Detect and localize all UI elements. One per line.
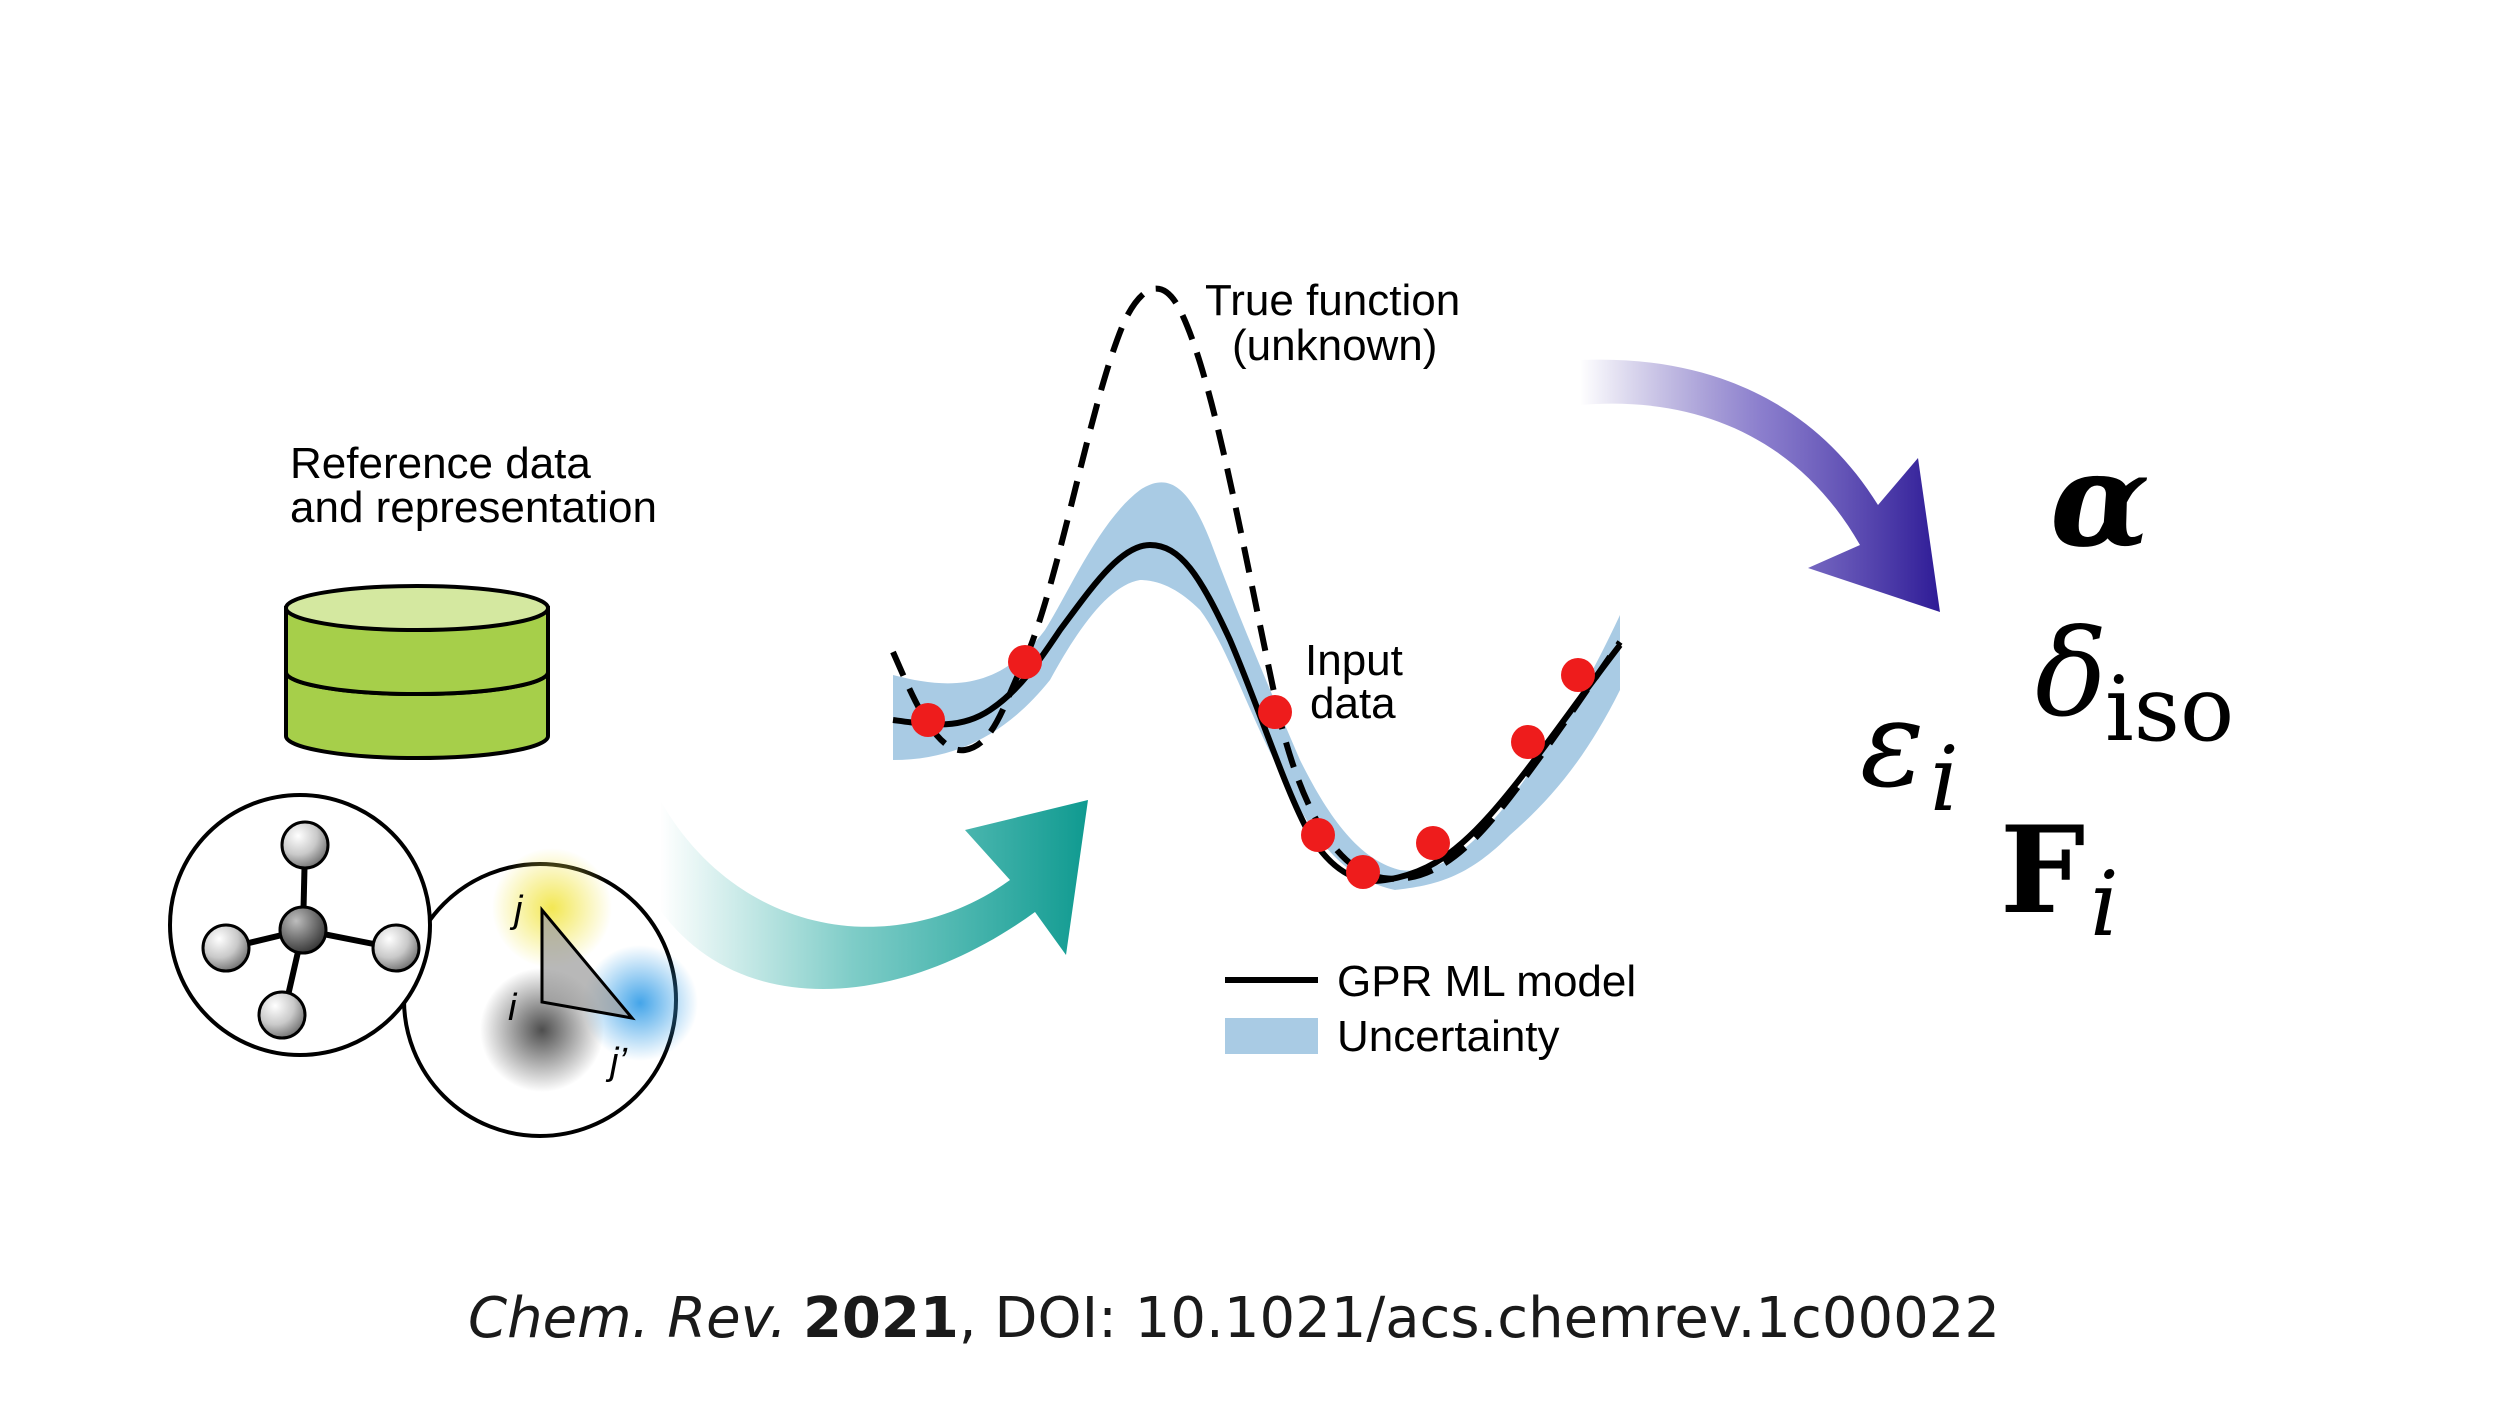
delta-glyph: δ [2035, 605, 2107, 744]
atom-i-label: i [508, 987, 518, 1029]
atom-jprime-label: j’ [605, 1041, 627, 1083]
epsilon-subscript: i [1930, 727, 1959, 832]
teal-arrow-icon [660, 800, 1088, 990]
reference-label-line1: Reference data [290, 439, 591, 488]
force-i-symbol: F i [2000, 800, 2119, 957]
epsilon-i-symbol: ε i [1860, 675, 1959, 832]
purple-arrow-icon [1580, 359, 1940, 612]
legend-model-label: GPR ML model [1337, 957, 1636, 1006]
input-data-label-line2: data [1310, 679, 1396, 728]
citation-journal: Chem. Rev. [468, 1286, 787, 1351]
input-point [1416, 826, 1450, 860]
molecule-icon [168, 793, 432, 1057]
citation: Chem. Rev. 2021, DOI: 10.1021/acs.chemrev… [468, 1286, 2000, 1351]
reference-label-line2: and representation [290, 483, 657, 532]
citation-year: 2021 [803, 1286, 959, 1351]
legend-uncertainty-swatch [1225, 1018, 1318, 1054]
true-function-label-line2: (unknown) [1232, 321, 1437, 370]
force-glyph: F [2000, 800, 2085, 941]
atomic-environment-icon: j i j’ [402, 848, 698, 1138]
true-function-label-line1: True function [1205, 276, 1460, 325]
force-subscript: i [2090, 852, 2119, 957]
input-data-label-line1: Input [1305, 636, 1403, 685]
citation-doi: , DOI: 10.1021/acs.chemrev.1c00022 [959, 1286, 2000, 1351]
input-point [1258, 695, 1292, 729]
delta-subscript: iso [2105, 657, 2234, 762]
input-point [1511, 725, 1545, 759]
input-point [1346, 855, 1380, 889]
input-data-points [911, 645, 1595, 889]
legend-uncertainty-label: Uncertainty [1337, 1012, 1560, 1061]
legend: GPR ML model Uncertainty [1225, 957, 1636, 1061]
input-point [1301, 818, 1335, 852]
epsilon-glyph: ε [1860, 675, 1924, 814]
database-icon [284, 584, 550, 760]
delta-iso-symbol: δ iso [2035, 605, 2234, 762]
true-function-curve [890, 285, 1623, 882]
uncertainty-band [893, 482, 1620, 890]
input-point [1561, 658, 1595, 692]
input-point [1008, 645, 1042, 679]
alpha-symbol: α [2050, 423, 2150, 576]
input-point [911, 703, 945, 737]
